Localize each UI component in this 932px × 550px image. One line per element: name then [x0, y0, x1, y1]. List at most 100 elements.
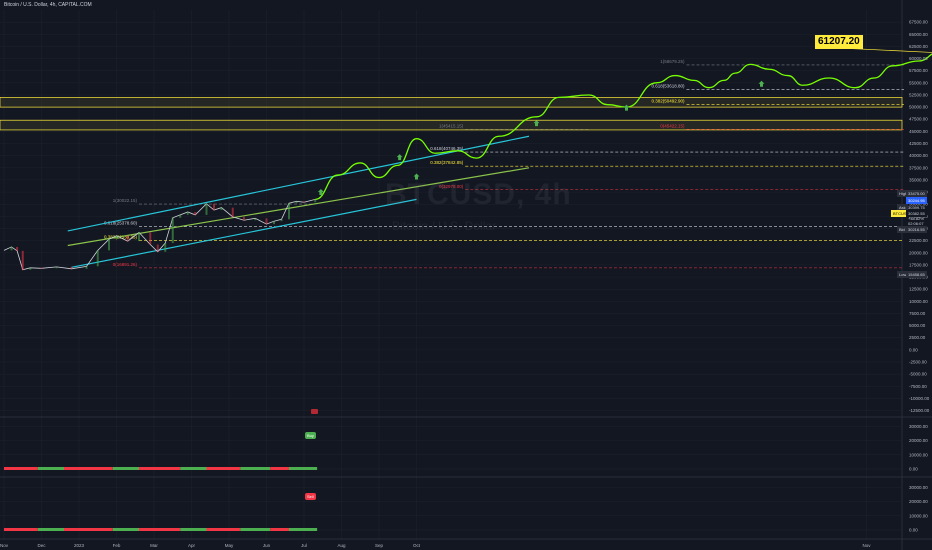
- indicator-bar: [139, 528, 181, 531]
- watermark-name: Bitcoin / U.S. Dollar: [392, 219, 497, 233]
- indicator-bar: [206, 528, 241, 531]
- channel-middle-line: [67, 167, 530, 247]
- price-axis-tick: 62500.00: [909, 44, 928, 49]
- indicator-bar: [289, 467, 318, 470]
- fib-level-label: 0.618(25378.60): [104, 221, 138, 226]
- price-candle: [55, 266, 58, 269]
- price-axis-tick: 52500.00: [909, 92, 928, 97]
- buy-label: Buy: [305, 432, 316, 439]
- price-candle: [138, 232, 140, 242]
- projection-path: [315, 53, 932, 201]
- supply-zone: [0, 119, 903, 131]
- price-candle: [164, 243, 167, 252]
- indicator-bar: [37, 528, 64, 531]
- indicator-bar: [289, 528, 318, 531]
- price-candle: [314, 199, 317, 203]
- price-axis-tick: 65000.00: [909, 32, 928, 37]
- fib-level-label: 0.618(53618.80): [651, 84, 685, 89]
- price-candle: [85, 266, 88, 269]
- axis-tag-high: 33475.00: [906, 190, 927, 197]
- price-candle: [288, 203, 290, 220]
- indicator-bar: [180, 528, 207, 531]
- time-axis-tick: Nov: [862, 543, 871, 548]
- price-axis-tick: 30000.00: [909, 202, 928, 207]
- price-candle: [243, 216, 245, 221]
- indicator-axis-tick: 20000.00: [909, 438, 928, 443]
- time-axis-tick: Jun: [263, 543, 271, 548]
- axis-tag-bid: 30216.55: [906, 226, 927, 233]
- indicator-bar: [240, 528, 271, 531]
- indicator-bar: [37, 467, 64, 470]
- fib-level-label: 0.382(50492.90): [651, 99, 685, 104]
- fib-level-label: 1(45415.15): [439, 123, 464, 128]
- price-candle: [194, 211, 197, 215]
- bullish-arrow-icon: [396, 154, 403, 161]
- fib-level-label: 1(58679.25): [660, 59, 685, 64]
- time-axis-tick: Jul: [301, 543, 307, 548]
- price-candle: [96, 250, 99, 267]
- indicator-axis-tick: 10000.00: [909, 452, 928, 457]
- price-axis-tick: 47500.00: [909, 117, 928, 122]
- bullish-arrow-icon: [533, 120, 540, 127]
- indicator-bar: [4, 467, 38, 470]
- axis-tag-ask-label: Ask: [897, 204, 908, 211]
- price-candle: [205, 203, 208, 215]
- price-candle: [70, 266, 73, 269]
- price-candle: [220, 207, 223, 211]
- indicator-bar: [64, 467, 113, 470]
- supply-zone: [0, 97, 903, 108]
- price-axis-tick: -2500.00: [909, 360, 927, 365]
- price-axis-tick: 10000.00: [909, 299, 928, 304]
- price-axis-tick: 57500.00: [909, 68, 928, 73]
- fib-level-label: 1(30022.15): [113, 198, 138, 203]
- price-axis-tick: 12500.00: [909, 287, 928, 292]
- price-candle: [108, 239, 110, 251]
- price-candle: [156, 244, 159, 252]
- price-candle: [16, 246, 19, 251]
- axis-tag-high-label: High: [897, 190, 910, 197]
- fib-level-label: 0.382(37842.85): [430, 160, 464, 165]
- price-axis-tick: 60000.00: [909, 56, 928, 61]
- price-candle: [231, 207, 234, 217]
- price-candle: [40, 267, 43, 269]
- time-axis-tick: May: [225, 543, 234, 548]
- indicator-axis-tick: 0.00: [909, 528, 918, 533]
- axis-tag-symbol-label: BTCUSD: [891, 210, 912, 217]
- price-candle: [10, 246, 13, 251]
- time-axis-tick: 2023: [74, 543, 85, 548]
- axis-tag-ask: 30399.75: [908, 205, 925, 210]
- price-candle: [179, 214, 182, 218]
- time-axis-tick: Oct: [413, 543, 421, 548]
- time-axis-tick: Mar: [150, 543, 158, 548]
- alert-badge-icon: [311, 409, 318, 414]
- price-axis-tick: 22500.00: [909, 238, 928, 243]
- sell-label: Sell: [305, 493, 316, 500]
- bullish-arrow-icon: [623, 104, 630, 111]
- bullish-arrow-icon: [413, 173, 420, 180]
- time-axis-tick: Feb: [113, 543, 121, 548]
- price-candle: [149, 232, 152, 245]
- axis-tag-open: 30244.95: [906, 197, 927, 204]
- indicator-bar: [270, 467, 289, 470]
- price-candle: [186, 211, 189, 215]
- price-axis-tick: 37500.00: [909, 165, 928, 170]
- fib-level-label: 0(45422.15): [660, 123, 685, 128]
- price-axis-tick: 45000.00: [909, 129, 928, 134]
- price-candle: [171, 217, 174, 244]
- axis-tag-change: +48.82%: [908, 216, 924, 221]
- price-axis-tick: 0.00: [909, 347, 918, 352]
- time-axis-tick: Aug: [337, 543, 346, 548]
- indicator-bar: [4, 528, 38, 531]
- price-axis-tick: 55000.00: [909, 80, 928, 85]
- indicator-axis-tick: 30000.00: [909, 424, 928, 429]
- price-candle: [21, 250, 24, 270]
- price-axis-tick: 35000.00: [909, 177, 928, 182]
- indicator-bar: [206, 467, 241, 470]
- price-candle: [213, 203, 215, 211]
- price-candle: [254, 218, 257, 221]
- price-axis-tick: 42500.00: [909, 141, 928, 146]
- price-axis-tick: -5000.00: [909, 372, 927, 377]
- time-axis-tick: Sep: [375, 543, 384, 548]
- indicator-bar: [112, 467, 139, 470]
- axis-tag-low-label: Low: [897, 271, 909, 278]
